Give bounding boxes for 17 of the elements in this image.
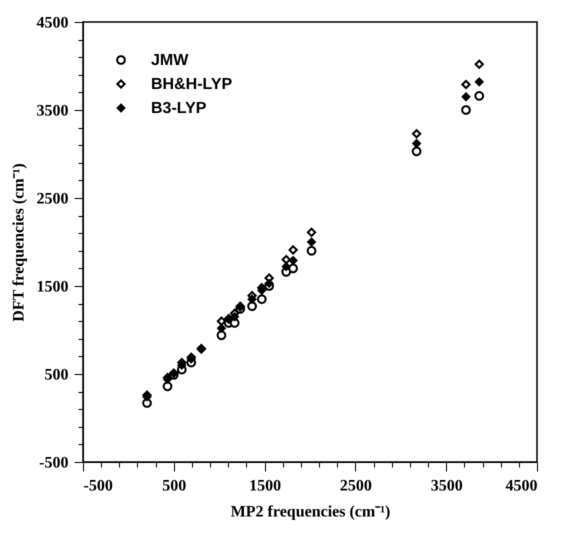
y-tick-label: -500 (39, 454, 68, 472)
x-tick-label: 2500 (340, 478, 372, 494)
legend-label: JMW (151, 52, 190, 69)
y-tick-label: 2500 (36, 190, 68, 208)
x-tick-label: 500 (162, 478, 186, 494)
x-tick-label: 4500 (506, 478, 538, 494)
y-tick-label: 1500 (36, 278, 68, 296)
y-tick-label: 4500 (36, 14, 68, 32)
y-tick-label: 500 (44, 366, 68, 384)
legend-label: BH&H-LYP (151, 76, 233, 93)
x-axis-title: MP2 frequencies (cm⁻¹) (230, 504, 390, 520)
y-tick-label: 3500 (36, 102, 68, 120)
x-tick-label: 1500 (249, 478, 282, 494)
y-axis-title: DFT frequencies (cm⁻¹) (10, 163, 28, 322)
legend-label: B3-LYP (151, 100, 207, 117)
x-tick-label: -500 (84, 478, 113, 494)
x-tick-label: 3500 (430, 478, 463, 494)
